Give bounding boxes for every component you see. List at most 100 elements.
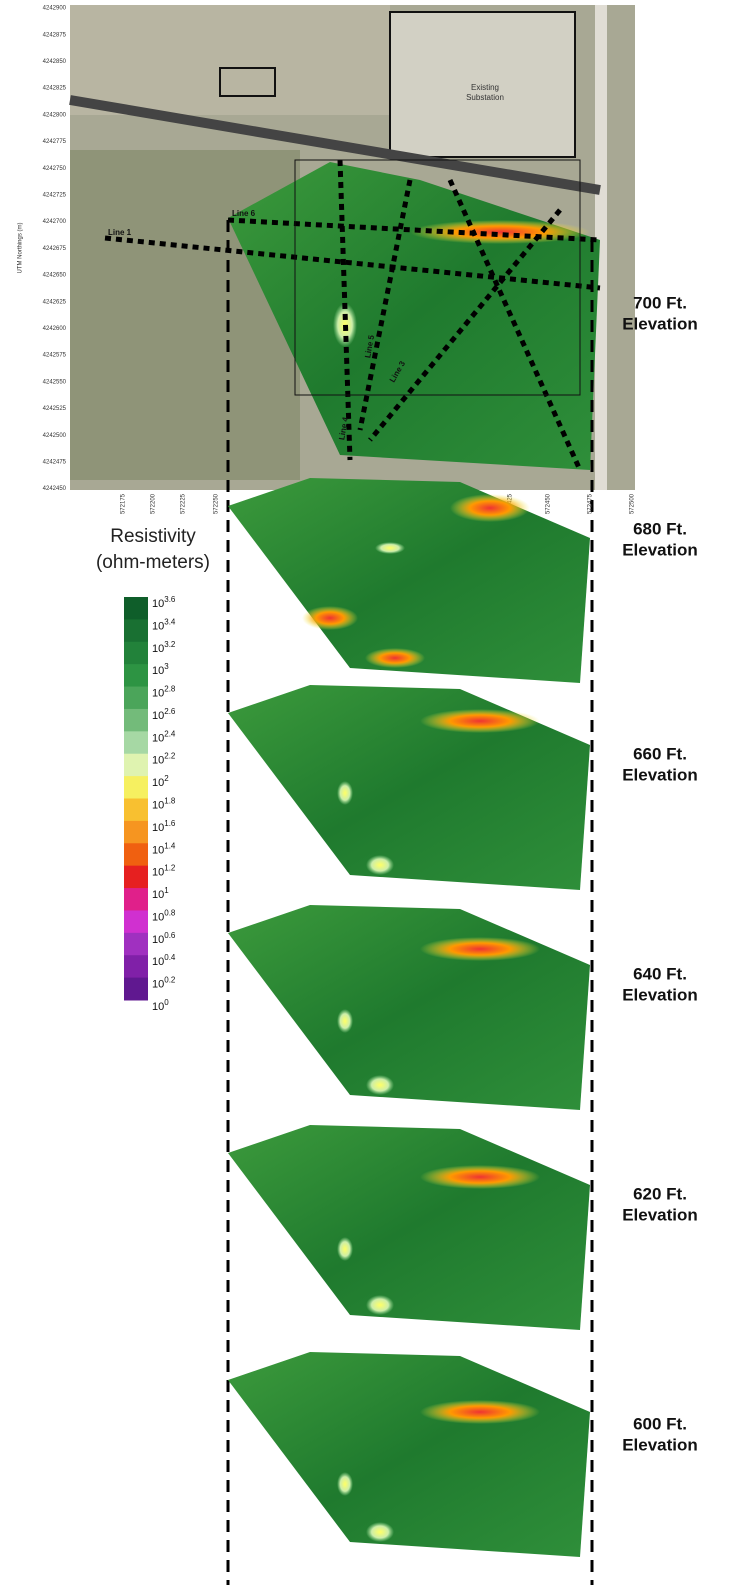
- northing-label: 4242750: [43, 166, 67, 172]
- legend-swatch: [124, 866, 148, 889]
- anomaly: [420, 937, 540, 961]
- tick-base: 10: [152, 643, 164, 655]
- legend-tick: 101.8: [152, 797, 176, 812]
- anomaly: [337, 1237, 353, 1261]
- easting-label: 572475: [588, 493, 594, 514]
- anomaly: [366, 855, 394, 875]
- legend-tick: 102.2: [152, 752, 176, 767]
- resistivity-slice: [228, 685, 590, 890]
- resistivity-slice: [228, 1125, 590, 1330]
- tick-exp: 3: [164, 662, 169, 671]
- anomaly: [375, 542, 405, 554]
- substation-label: Existing: [471, 83, 499, 92]
- tick-base: 10: [152, 710, 164, 722]
- substation-label: Substation: [466, 93, 504, 102]
- legend-tick: 103.2: [152, 640, 176, 655]
- tick-exp: 3.4: [164, 617, 176, 626]
- elevation-label: 660 Ft.: [633, 744, 687, 763]
- northing-label: 4242725: [43, 192, 67, 198]
- legend-swatch: [124, 642, 148, 665]
- line-label: Line 1: [108, 228, 132, 237]
- legend-swatch: [124, 843, 148, 866]
- anomaly: [450, 494, 530, 522]
- tick-base: 10: [152, 934, 164, 946]
- resistivity-slice: [228, 478, 590, 683]
- tick-exp: 2: [164, 774, 169, 783]
- legend-swatch: [124, 597, 148, 620]
- legend-swatch: [124, 910, 148, 933]
- slice-surface: [228, 1125, 590, 1330]
- northing-label: 4242550: [43, 379, 67, 385]
- northing-label: 4242825: [43, 86, 67, 92]
- anomaly: [302, 606, 358, 630]
- easting-label: 572250: [214, 493, 220, 514]
- legend-swatch: [124, 799, 148, 822]
- northing-label: 4242900: [43, 6, 67, 12]
- legend-swatch: [124, 709, 148, 732]
- legend-swatch: [124, 687, 148, 710]
- y-axis-label: UTM Northings (m): [18, 222, 24, 273]
- elevation-label: 600 Ft.: [633, 1414, 687, 1433]
- tick-exp: 2.8: [164, 685, 176, 694]
- northing-label: 4242500: [43, 433, 67, 439]
- legend-swatch: [124, 619, 148, 642]
- northing-label: 4242850: [43, 59, 67, 65]
- legend-tick: 102.6: [152, 707, 176, 722]
- legend-tick: 103.6: [152, 595, 176, 610]
- legend-swatch: [124, 955, 148, 978]
- slice-surface: [228, 905, 590, 1110]
- elevation-label: Elevation: [622, 314, 698, 333]
- figure: 4242900424287542428504242825424280042427…: [0, 0, 734, 1591]
- tick-base: 10: [152, 799, 164, 811]
- tick-exp: 2.4: [164, 729, 176, 738]
- legend-tick: 100.4: [152, 953, 176, 968]
- legend-tick: 103: [152, 662, 169, 677]
- tick-base: 10: [152, 956, 164, 968]
- tick-base: 10: [152, 979, 164, 991]
- legend-tick: 103.4: [152, 617, 176, 632]
- legend-swatch: [124, 933, 148, 956]
- legend-swatch: [124, 978, 148, 1001]
- tick-base: 10: [152, 665, 164, 677]
- tick-base: 10: [152, 598, 164, 610]
- northing-label: 4242600: [43, 326, 67, 332]
- elevation-label: Elevation: [622, 985, 698, 1004]
- tick-base: 10: [152, 687, 164, 699]
- legend-tick: 101.4: [152, 841, 176, 856]
- tick-exp: 1.4: [164, 841, 176, 850]
- legend-tick: 100.6: [152, 931, 176, 946]
- elevation-label: Elevation: [622, 540, 698, 559]
- tick-exp: 1: [164, 886, 169, 895]
- easting-label: 572175: [121, 493, 127, 514]
- northing-label: 4242525: [43, 406, 67, 412]
- tick-exp: 3.2: [164, 640, 176, 649]
- anomaly: [420, 1400, 540, 1424]
- tick-exp: 2.6: [164, 707, 176, 716]
- northing-label: 4242625: [43, 299, 67, 305]
- northing-label: 4242475: [43, 459, 67, 465]
- elevation-label: 640 Ft.: [633, 964, 687, 983]
- anomaly: [337, 1009, 353, 1033]
- tick-base: 10: [152, 889, 164, 901]
- elevation-label: 700 Ft.: [633, 293, 687, 312]
- legend-title: Resistivity: [110, 526, 196, 547]
- anomaly: [365, 648, 425, 668]
- tick-base: 10: [152, 911, 164, 923]
- anomaly: [366, 1295, 394, 1315]
- resistivity-slice: [228, 1352, 590, 1557]
- anomaly: [420, 1165, 540, 1189]
- elevation-label: Elevation: [622, 1205, 698, 1224]
- legend-title: (ohm-meters): [96, 552, 210, 573]
- northing-label: 4242450: [43, 486, 67, 492]
- line-label: Line 6: [232, 209, 256, 218]
- tick-base: 10: [152, 822, 164, 834]
- anomaly: [366, 1075, 394, 1095]
- tick-exp: 1.8: [164, 797, 176, 806]
- legend-tick: 102.4: [152, 729, 176, 744]
- northing-label: 4242675: [43, 246, 67, 252]
- tick-exp: 0.6: [164, 931, 176, 940]
- easting-label: 572225: [181, 493, 187, 514]
- legend-tick: 100: [152, 998, 169, 1013]
- legend-swatch: [124, 664, 148, 687]
- tick-exp: 2.2: [164, 752, 176, 761]
